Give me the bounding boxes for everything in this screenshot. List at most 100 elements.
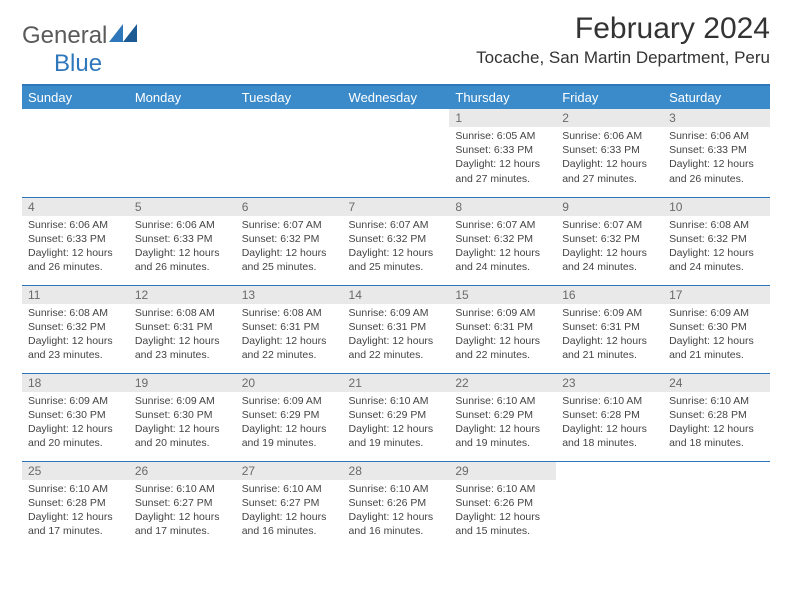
calendar-day-cell: .. — [663, 461, 770, 549]
day-number: 20 — [236, 374, 343, 392]
day-details: Sunrise: 6:10 AMSunset: 6:28 PMDaylight:… — [22, 480, 129, 543]
calendar-week-row: 4Sunrise: 6:06 AMSunset: 6:33 PMDaylight… — [22, 197, 770, 285]
calendar-day-cell: 29Sunrise: 6:10 AMSunset: 6:26 PMDayligh… — [449, 461, 556, 549]
day-details: Sunrise: 6:07 AMSunset: 6:32 PMDaylight:… — [236, 216, 343, 279]
month-title: February 2024 — [476, 12, 770, 46]
weekday-header: Saturday — [663, 86, 770, 109]
calendar-day-cell: 10Sunrise: 6:08 AMSunset: 6:32 PMDayligh… — [663, 197, 770, 285]
logo-flag-icon — [109, 24, 137, 49]
day-details: Sunrise: 6:09 AMSunset: 6:30 PMDaylight:… — [663, 304, 770, 367]
calendar-day-cell: .. — [343, 109, 450, 197]
calendar-day-cell: 20Sunrise: 6:09 AMSunset: 6:29 PMDayligh… — [236, 373, 343, 461]
day-number: 16 — [556, 286, 663, 304]
weekday-header: Monday — [129, 86, 236, 109]
day-number: 25 — [22, 462, 129, 480]
day-details: Sunrise: 6:07 AMSunset: 6:32 PMDaylight:… — [556, 216, 663, 279]
calendar-week-row: 18Sunrise: 6:09 AMSunset: 6:30 PMDayligh… — [22, 373, 770, 461]
day-details: Sunrise: 6:10 AMSunset: 6:29 PMDaylight:… — [449, 392, 556, 455]
calendar-day-cell: 1Sunrise: 6:05 AMSunset: 6:33 PMDaylight… — [449, 109, 556, 197]
day-details: Sunrise: 6:08 AMSunset: 6:32 PMDaylight:… — [22, 304, 129, 367]
day-details: Sunrise: 6:06 AMSunset: 6:33 PMDaylight:… — [129, 216, 236, 279]
calendar-day-cell: .. — [129, 109, 236, 197]
day-details: Sunrise: 6:06 AMSunset: 6:33 PMDaylight:… — [663, 127, 770, 190]
day-number: 8 — [449, 198, 556, 216]
day-details: Sunrise: 6:09 AMSunset: 6:29 PMDaylight:… — [236, 392, 343, 455]
day-details: Sunrise: 6:09 AMSunset: 6:31 PMDaylight:… — [343, 304, 450, 367]
calendar-day-cell: 3Sunrise: 6:06 AMSunset: 6:33 PMDaylight… — [663, 109, 770, 197]
day-details: Sunrise: 6:05 AMSunset: 6:33 PMDaylight:… — [449, 127, 556, 190]
calendar-day-cell: 24Sunrise: 6:10 AMSunset: 6:28 PMDayligh… — [663, 373, 770, 461]
day-details: Sunrise: 6:07 AMSunset: 6:32 PMDaylight:… — [449, 216, 556, 279]
day-details: Sunrise: 6:10 AMSunset: 6:28 PMDaylight:… — [556, 392, 663, 455]
day-number: 13 — [236, 286, 343, 304]
day-number: 1 — [449, 109, 556, 127]
calendar-day-cell: 14Sunrise: 6:09 AMSunset: 6:31 PMDayligh… — [343, 285, 450, 373]
day-details: Sunrise: 6:09 AMSunset: 6:30 PMDaylight:… — [129, 392, 236, 455]
calendar-day-cell: 27Sunrise: 6:10 AMSunset: 6:27 PMDayligh… — [236, 461, 343, 549]
day-details: Sunrise: 6:08 AMSunset: 6:31 PMDaylight:… — [129, 304, 236, 367]
calendar-week-row: 25Sunrise: 6:10 AMSunset: 6:28 PMDayligh… — [22, 461, 770, 549]
day-number: 27 — [236, 462, 343, 480]
calendar-day-cell: .. — [236, 109, 343, 197]
day-number: 12 — [129, 286, 236, 304]
day-details: Sunrise: 6:10 AMSunset: 6:26 PMDaylight:… — [449, 480, 556, 543]
calendar-table: Sunday Monday Tuesday Wednesday Thursday… — [22, 86, 770, 549]
day-number: 4 — [22, 198, 129, 216]
day-details: Sunrise: 6:08 AMSunset: 6:32 PMDaylight:… — [663, 216, 770, 279]
day-number: 2 — [556, 109, 663, 127]
day-number: 21 — [343, 374, 450, 392]
calendar-day-cell: 4Sunrise: 6:06 AMSunset: 6:33 PMDaylight… — [22, 197, 129, 285]
brand-logo: General — [22, 22, 137, 50]
calendar-day-cell: 21Sunrise: 6:10 AMSunset: 6:29 PMDayligh… — [343, 373, 450, 461]
day-number: 17 — [663, 286, 770, 304]
calendar-day-cell: 2Sunrise: 6:06 AMSunset: 6:33 PMDaylight… — [556, 109, 663, 197]
calendar-day-cell: 13Sunrise: 6:08 AMSunset: 6:31 PMDayligh… — [236, 285, 343, 373]
day-number: 15 — [449, 286, 556, 304]
day-number: 5 — [129, 198, 236, 216]
calendar-day-cell: 15Sunrise: 6:09 AMSunset: 6:31 PMDayligh… — [449, 285, 556, 373]
calendar-day-cell: 8Sunrise: 6:07 AMSunset: 6:32 PMDaylight… — [449, 197, 556, 285]
day-details: Sunrise: 6:10 AMSunset: 6:26 PMDaylight:… — [343, 480, 450, 543]
day-details: Sunrise: 6:10 AMSunset: 6:27 PMDaylight:… — [236, 480, 343, 543]
day-details: Sunrise: 6:06 AMSunset: 6:33 PMDaylight:… — [22, 216, 129, 279]
brand-part1: General — [22, 22, 107, 50]
day-number: 19 — [129, 374, 236, 392]
day-details: Sunrise: 6:10 AMSunset: 6:29 PMDaylight:… — [343, 392, 450, 455]
brand-part2: Blue — [54, 50, 102, 77]
calendar-week-row: 11Sunrise: 6:08 AMSunset: 6:32 PMDayligh… — [22, 285, 770, 373]
day-details: Sunrise: 6:09 AMSunset: 6:31 PMDaylight:… — [449, 304, 556, 367]
day-details: Sunrise: 6:10 AMSunset: 6:27 PMDaylight:… — [129, 480, 236, 543]
day-number: 28 — [343, 462, 450, 480]
calendar-day-cell: 9Sunrise: 6:07 AMSunset: 6:32 PMDaylight… — [556, 197, 663, 285]
day-number: 26 — [129, 462, 236, 480]
calendar-day-cell: 12Sunrise: 6:08 AMSunset: 6:31 PMDayligh… — [129, 285, 236, 373]
day-number: 23 — [556, 374, 663, 392]
day-number: 14 — [343, 286, 450, 304]
calendar-day-cell: 5Sunrise: 6:06 AMSunset: 6:33 PMDaylight… — [129, 197, 236, 285]
day-details: Sunrise: 6:09 AMSunset: 6:30 PMDaylight:… — [22, 392, 129, 455]
day-number: 24 — [663, 374, 770, 392]
calendar-day-cell: 23Sunrise: 6:10 AMSunset: 6:28 PMDayligh… — [556, 373, 663, 461]
calendar-day-cell: 19Sunrise: 6:09 AMSunset: 6:30 PMDayligh… — [129, 373, 236, 461]
calendar-day-cell: 7Sunrise: 6:07 AMSunset: 6:32 PMDaylight… — [343, 197, 450, 285]
calendar-day-cell: 28Sunrise: 6:10 AMSunset: 6:26 PMDayligh… — [343, 461, 450, 549]
calendar-week-row: ........1Sunrise: 6:05 AMSunset: 6:33 PM… — [22, 109, 770, 197]
day-number: 7 — [343, 198, 450, 216]
calendar-day-cell: .. — [22, 109, 129, 197]
calendar-day-cell: .. — [556, 461, 663, 549]
weekday-header: Friday — [556, 86, 663, 109]
calendar-day-cell: 17Sunrise: 6:09 AMSunset: 6:30 PMDayligh… — [663, 285, 770, 373]
calendar-day-cell: 26Sunrise: 6:10 AMSunset: 6:27 PMDayligh… — [129, 461, 236, 549]
weekday-header: Tuesday — [236, 86, 343, 109]
calendar-day-cell: 16Sunrise: 6:09 AMSunset: 6:31 PMDayligh… — [556, 285, 663, 373]
weekday-header: Sunday — [22, 86, 129, 109]
day-number: 3 — [663, 109, 770, 127]
calendar-day-cell: 25Sunrise: 6:10 AMSunset: 6:28 PMDayligh… — [22, 461, 129, 549]
day-details: Sunrise: 6:09 AMSunset: 6:31 PMDaylight:… — [556, 304, 663, 367]
calendar-day-cell: 6Sunrise: 6:07 AMSunset: 6:32 PMDaylight… — [236, 197, 343, 285]
day-number: 10 — [663, 198, 770, 216]
day-number: 6 — [236, 198, 343, 216]
day-details: Sunrise: 6:10 AMSunset: 6:28 PMDaylight:… — [663, 392, 770, 455]
calendar-day-cell: 11Sunrise: 6:08 AMSunset: 6:32 PMDayligh… — [22, 285, 129, 373]
weekday-header: Thursday — [449, 86, 556, 109]
